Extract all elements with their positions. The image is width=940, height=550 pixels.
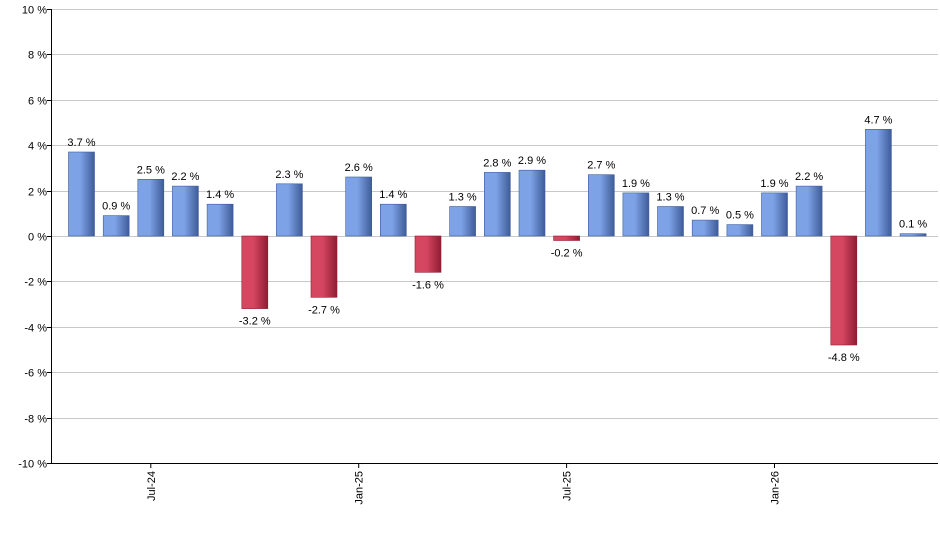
y-tick-label: -2 %	[24, 277, 47, 289]
bar	[206, 203, 234, 237]
bar	[657, 206, 684, 237]
bar-value-label: 2.6 %	[345, 162, 373, 174]
bar	[830, 235, 858, 346]
bars	[68, 129, 927, 346]
bar	[622, 192, 650, 237]
bar-value-label: 1.3 %	[656, 192, 684, 204]
bar	[726, 224, 754, 237]
bar-value-label: 2.2 %	[171, 171, 199, 183]
bar	[899, 233, 927, 237]
bar-value-label: 1.9 %	[622, 178, 650, 190]
bar-value-label: 4.7 %	[864, 114, 892, 126]
bar	[310, 235, 338, 298]
bar	[241, 235, 269, 309]
axes	[51, 9, 938, 464]
bar	[691, 219, 719, 237]
bar	[865, 129, 892, 237]
y-tick-label: 6 %	[28, 96, 47, 108]
bar-value-label: 3.7 %	[67, 137, 95, 149]
bar-value-label: 2.5 %	[137, 164, 165, 176]
bar-value-label: -0.2 %	[551, 248, 583, 260]
bar-value-label: 2.2 %	[795, 171, 823, 183]
bar	[449, 206, 476, 237]
bar	[795, 185, 823, 237]
bar-value-label: 2.8 %	[483, 157, 511, 169]
y-tick-label: -8 %	[24, 414, 47, 426]
bar	[345, 176, 373, 237]
bar-value-label: -2.7 %	[308, 304, 340, 316]
y-axis-tick-labels: 10 % 8 % 6 % 4 % 2 % 0 % -2 % -4 % -6 % -8 % -10 %	[18, 5, 51, 471]
y-tick-label: -4 %	[24, 323, 47, 335]
y-tick-label: 4 %	[28, 141, 47, 153]
x-tick-label: Jan-25	[354, 471, 366, 505]
bar-value-label: 1.3 %	[449, 192, 477, 204]
bar-value-label: 2.9 %	[518, 155, 546, 167]
bar-value-label: 0.7 %	[691, 205, 719, 217]
y-tick-label: -10 %	[18, 459, 47, 471]
y-tick-label: 10 %	[22, 5, 47, 17]
x-tick-label: Jul-24	[146, 471, 158, 501]
bar	[102, 215, 130, 237]
bar-value-label: 2.7 %	[587, 160, 615, 172]
bar-value-label: -4.8 %	[828, 352, 860, 364]
bar-value-label: 1.4 %	[206, 189, 234, 201]
bar	[276, 183, 303, 237]
bar-value-label: 0.1 %	[899, 219, 927, 231]
bar-value-label: 0.9 %	[102, 201, 130, 213]
bar-value-label: 1.9 %	[760, 178, 788, 190]
bar-value-label: -3.2 %	[239, 316, 271, 328]
gridlines	[51, 9, 938, 464]
bar	[137, 179, 165, 237]
bar	[553, 235, 580, 241]
bar	[761, 192, 788, 237]
bar	[587, 174, 615, 237]
bar	[379, 203, 407, 237]
bar-value-label: 1.4 %	[379, 189, 407, 201]
data-labels: 3.7 % 0.9 % 2.5 % 2.2 % 1.4 % -3.2 % 2.3 % -2.7…	[67, 114, 927, 364]
x-axis-tick-labels: Jul-24 Jan-25 Jul-25 Jan-26	[146, 463, 782, 505]
y-tick-label: 8 %	[28, 50, 47, 62]
bar-value-label: 0.5 %	[726, 210, 754, 222]
bar-value-label: -1.6 %	[412, 279, 444, 291]
x-tick-label: Jan-26	[770, 471, 782, 505]
y-tick-label: 2 %	[28, 187, 47, 199]
y-tick-label: -6 %	[24, 368, 47, 380]
bar-value-label: 2.3 %	[275, 169, 303, 181]
bar	[414, 235, 442, 273]
bar	[483, 172, 511, 237]
y-tick-label: 0 %	[28, 232, 47, 244]
bar	[172, 185, 199, 237]
bar	[518, 169, 546, 237]
x-tick-label: Jul-25	[562, 471, 574, 501]
bar	[68, 151, 95, 237]
